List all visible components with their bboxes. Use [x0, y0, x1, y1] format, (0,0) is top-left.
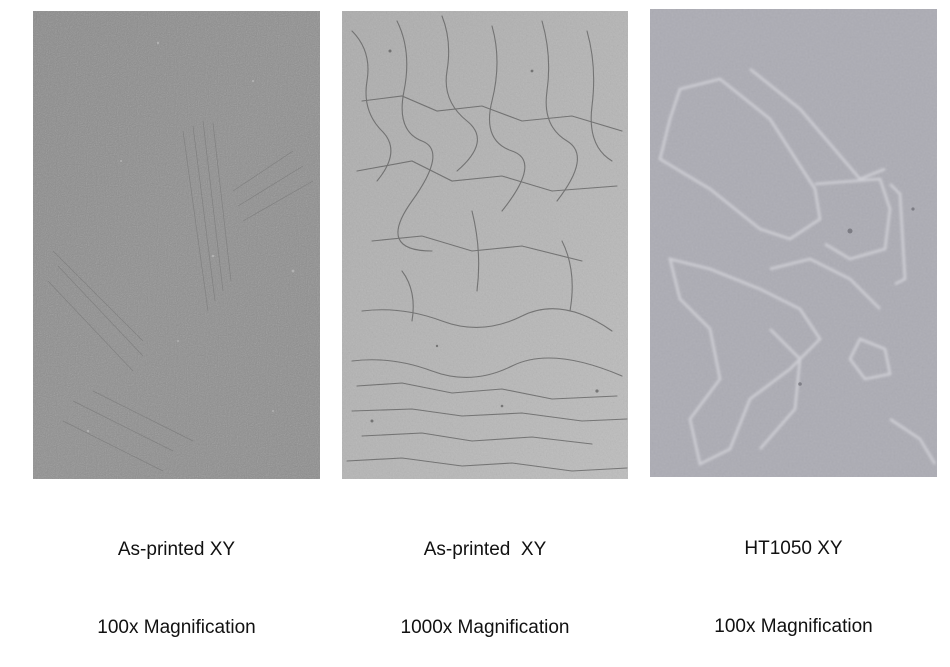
caption-panel-2-magnification: 1000x Magnification — [400, 617, 570, 638]
caption-panel-2: As-printed XY 1000x Magnification — [342, 485, 628, 667]
caption-panel-3-title: HT1050 XY — [744, 538, 843, 559]
micrograph-ht1050-100x — [650, 9, 937, 477]
micrograph-ht1050-100x-image — [650, 9, 937, 477]
caption-panel-1: As-printed XY 100x Magnification — [33, 485, 320, 667]
caption-panel-3-magnification: 100x Magnification — [714, 616, 873, 637]
micrograph-as-printed-1000x — [342, 11, 628, 479]
caption-panel-3: HT1050 XY 100x Magnification — [650, 484, 937, 666]
caption-panel-2-title: As-printed XY — [423, 539, 547, 560]
caption-panel-1-title: As-printed XY — [117, 539, 236, 560]
micrograph-as-printed-1000x-image — [342, 11, 628, 479]
micrograph-as-printed-100x-image — [33, 11, 320, 479]
caption-panel-1-magnification: 100x Magnification — [97, 617, 256, 638]
micrograph-as-printed-100x — [33, 11, 320, 479]
